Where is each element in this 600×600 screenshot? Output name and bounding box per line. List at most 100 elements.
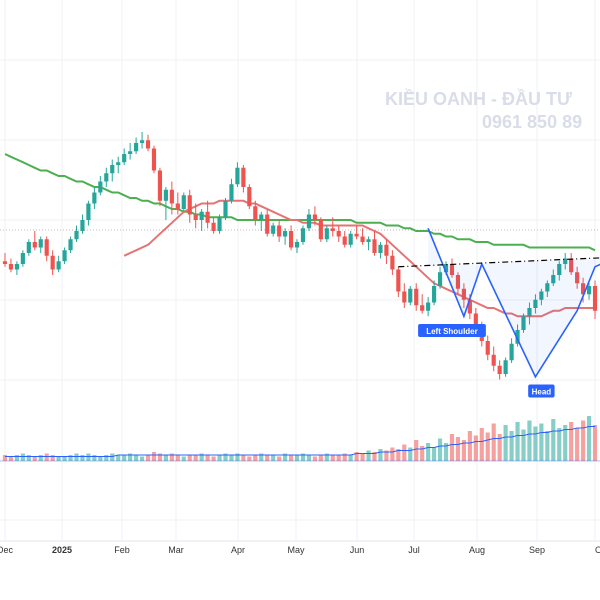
head-and-shoulders-pattern[interactable]: Left ShoulderHeadR — [398, 227, 600, 398]
pattern-label[interactable]: Left Shoulder — [418, 324, 486, 337]
candle[interactable] — [551, 269, 556, 287]
candle[interactable] — [116, 156, 121, 174]
candle[interactable] — [26, 239, 31, 256]
candle[interactable] — [396, 266, 401, 297]
candle[interactable] — [32, 231, 37, 251]
candle[interactable] — [44, 236, 49, 262]
candle[interactable] — [449, 258, 455, 278]
pattern-path[interactable] — [427, 227, 600, 379]
candle[interactable] — [14, 261, 19, 275]
candle[interactable] — [259, 211, 264, 231]
candle[interactable] — [527, 302, 532, 325]
candle[interactable] — [366, 236, 371, 251]
candle[interactable] — [145, 134, 151, 152]
candle[interactable] — [151, 145, 157, 174]
candle[interactable] — [187, 189, 192, 223]
candle[interactable] — [420, 294, 425, 314]
candle[interactable] — [318, 217, 323, 242]
candlesticks[interactable] — [2, 132, 598, 380]
candle[interactable] — [378, 242, 383, 259]
candle[interactable] — [265, 209, 270, 237]
candle[interactable] — [408, 286, 413, 306]
candle[interactable] — [134, 137, 139, 155]
candle[interactable] — [360, 228, 365, 245]
candle[interactable] — [193, 203, 198, 229]
candle[interactable] — [306, 209, 312, 231]
candle[interactable] — [575, 266, 580, 289]
candle[interactable] — [92, 187, 97, 209]
candle[interactable] — [56, 255, 61, 273]
candle[interactable] — [253, 200, 258, 226]
candle[interactable] — [557, 261, 562, 281]
candle[interactable] — [384, 239, 389, 264]
candle[interactable] — [2, 253, 8, 267]
candle[interactable] — [122, 148, 127, 166]
candle[interactable] — [288, 225, 294, 251]
candle[interactable] — [20, 250, 25, 267]
candle[interactable] — [515, 324, 520, 347]
candle[interactable] — [8, 258, 14, 273]
candle[interactable] — [277, 220, 282, 242]
candle[interactable] — [563, 253, 568, 270]
candle[interactable] — [426, 297, 431, 317]
candle[interactable] — [175, 192, 180, 215]
candle[interactable] — [581, 277, 586, 303]
candle[interactable] — [312, 206, 317, 226]
candle[interactable] — [414, 283, 419, 311]
candle[interactable] — [348, 231, 353, 248]
candle[interactable] — [38, 236, 43, 254]
candle[interactable] — [300, 225, 306, 245]
candle[interactable] — [98, 176, 103, 196]
candle[interactable] — [235, 162, 240, 187]
candle[interactable] — [354, 225, 359, 240]
candle[interactable] — [402, 283, 407, 308]
candle[interactable] — [533, 294, 538, 314]
pattern-label[interactable]: Head — [528, 384, 555, 398]
candle[interactable] — [181, 192, 186, 212]
candle[interactable] — [390, 250, 395, 275]
candle[interactable] — [342, 231, 347, 248]
candle[interactable] — [294, 239, 300, 253]
candle[interactable] — [521, 313, 526, 333]
candle[interactable] — [491, 346, 496, 372]
neckline[interactable] — [398, 256, 600, 268]
candle[interactable] — [74, 225, 79, 243]
candle[interactable] — [271, 222, 276, 237]
candle[interactable] — [169, 181, 174, 215]
candle[interactable] — [592, 280, 598, 320]
candle[interactable] — [68, 236, 73, 254]
candle[interactable] — [509, 338, 514, 363]
candle[interactable] — [330, 217, 335, 237]
candle[interactable] — [217, 214, 222, 234]
candle[interactable] — [50, 250, 55, 275]
candle[interactable] — [139, 132, 145, 149]
candle[interactable] — [128, 143, 133, 160]
candle[interactable] — [497, 360, 502, 380]
candle[interactable] — [503, 357, 508, 377]
candle[interactable] — [432, 280, 437, 306]
candle[interactable] — [110, 159, 115, 182]
candle[interactable] — [62, 247, 67, 265]
candle[interactable] — [104, 167, 109, 187]
candle[interactable] — [485, 335, 490, 361]
candle[interactable] — [569, 253, 574, 275]
candle[interactable] — [199, 209, 204, 231]
candle[interactable] — [461, 283, 466, 308]
candle[interactable] — [157, 167, 163, 207]
candle[interactable] — [545, 280, 550, 298]
candle[interactable] — [283, 228, 288, 245]
candle[interactable] — [586, 283, 592, 300]
candle[interactable] — [336, 225, 341, 243]
candle[interactable] — [324, 225, 329, 243]
candle[interactable] — [211, 217, 216, 234]
candle[interactable] — [223, 198, 228, 220]
candle[interactable] — [86, 200, 91, 226]
candle[interactable] — [455, 272, 461, 295]
candle[interactable] — [539, 288, 544, 306]
candle[interactable] — [437, 266, 443, 289]
candle[interactable] — [372, 231, 377, 256]
candle[interactable] — [163, 187, 168, 220]
candle[interactable] — [241, 165, 246, 193]
candle[interactable] — [80, 214, 85, 234]
